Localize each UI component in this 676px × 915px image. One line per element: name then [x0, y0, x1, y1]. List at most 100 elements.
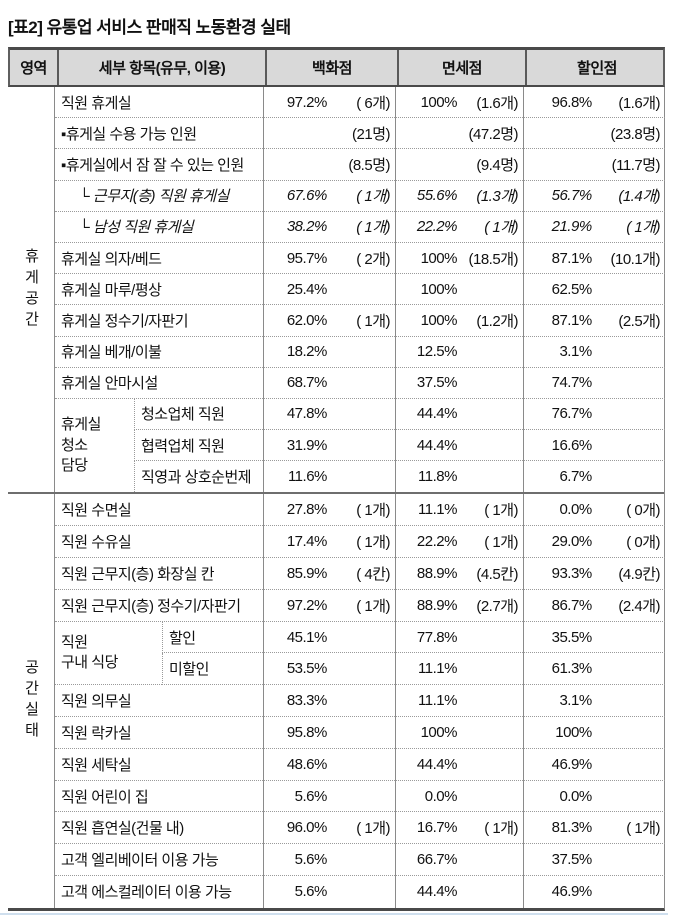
- value-cell: 62.5%: [523, 274, 665, 306]
- value-cell: 96.8% (1.6개): [523, 87, 665, 119]
- value-cell: 55.6% (1.3개): [395, 180, 523, 212]
- percent-value: 11.1%: [418, 692, 457, 710]
- value-cell: 3.1%: [523, 336, 665, 368]
- count-value: ( 2개): [356, 250, 390, 268]
- value-cell: 46.9%: [523, 748, 665, 781]
- value-cell: (21명): [263, 118, 395, 150]
- value-cell: 27.8% ( 1개): [263, 494, 395, 527]
- value-cell: 76.7%: [523, 398, 665, 431]
- count-value: ( 1개): [356, 502, 390, 520]
- count-value: (2.4개): [618, 597, 660, 615]
- count-value: ( 1개): [484, 534, 518, 552]
- value-cell: 88.9% (2.7개): [395, 589, 523, 622]
- percent-value: 44.4%: [416, 405, 458, 423]
- value-cell: 37.5%: [395, 367, 523, 399]
- value-cell: 11.1%: [395, 685, 523, 718]
- value-cell: 5.6%: [263, 844, 395, 876]
- percent-value: 44.4%: [416, 436, 458, 454]
- percent-value: 16.7%: [416, 819, 458, 837]
- percent-value: 100%: [420, 723, 458, 741]
- percent-value: 16.6%: [551, 436, 593, 454]
- percent-value: 5.6%: [294, 787, 328, 805]
- count-value: ( 0개): [626, 502, 660, 520]
- percent-value: 17.4%: [286, 533, 328, 551]
- value-cell: (9.4명): [395, 149, 523, 181]
- value-cell: 11.6%: [263, 461, 395, 493]
- count-value: ( 1개): [626, 219, 660, 237]
- row-label: 직원 휴게실: [55, 87, 263, 119]
- header-department-store: 백화점: [265, 50, 397, 85]
- value-cell: 45.1%: [263, 621, 395, 654]
- value-cell: 17.4% ( 1개): [263, 526, 395, 559]
- table-body: 휴게공간 직원 휴게실 97.2% ( 6개) 100% (1.6개) 96.8% (1.6개…: [8, 87, 665, 911]
- value-cell: 0.0%: [395, 780, 523, 813]
- percent-value: 100%: [420, 249, 458, 267]
- value-cell: 96.0% ( 1개): [263, 812, 395, 845]
- percent-value: 44.4%: [416, 883, 458, 901]
- percent-value: 88.9%: [416, 596, 458, 614]
- value-cell: 68.7%: [263, 367, 395, 399]
- header-discount-store: 할인점: [525, 50, 667, 85]
- percent-value: 5.6%: [294, 883, 328, 901]
- percent-value: 77.8%: [416, 628, 458, 646]
- value-cell: 31.9%: [263, 430, 395, 462]
- percent-value: 11.8%: [418, 468, 457, 486]
- value-cell: 25.4%: [263, 274, 395, 306]
- count-value: ( 4칸): [356, 565, 390, 583]
- count-value: ( 6개): [356, 94, 390, 112]
- value-cell: 12.5%: [395, 336, 523, 368]
- value-cell: 16.6%: [523, 430, 665, 462]
- group-label: 직원 구내 식당: [55, 622, 162, 686]
- value-cell: 83.3%: [263, 685, 395, 718]
- percent-value: 67.6%: [286, 187, 328, 205]
- percent-value: 62.5%: [551, 280, 593, 298]
- value-cell: 47.8%: [263, 398, 395, 431]
- percent-value: 53.5%: [286, 660, 328, 678]
- percent-value: 5.6%: [294, 851, 328, 869]
- percent-value: 100%: [420, 280, 458, 298]
- percent-value: 0.0%: [559, 501, 592, 519]
- count-value: (23.8명): [610, 125, 661, 143]
- percent-value: 37.5%: [416, 374, 458, 392]
- value-cell: 97.2% ( 1개): [263, 589, 395, 622]
- percent-value: 45.1%: [286, 628, 328, 646]
- sub-row-label: 할인: [162, 621, 263, 654]
- count-value: ( 1개): [356, 597, 390, 615]
- value-cell: 22.2% ( 1개): [395, 526, 523, 559]
- value-cell: (8.5명): [263, 149, 395, 181]
- table-section: 공간실태 직원 수면실 27.8% ( 1개) 11.1% ( 1개) 0.0% ( 0개) 직…: [8, 492, 665, 908]
- percent-value: 96.0%: [286, 819, 328, 837]
- value-cell: 11.1% ( 1개): [395, 494, 523, 527]
- percent-value: 22.2%: [416, 218, 458, 236]
- percent-value: 44.4%: [416, 755, 458, 773]
- value-cell: 6.7%: [523, 461, 665, 493]
- count-value: (8.5명): [348, 156, 390, 174]
- percent-value: 18.2%: [286, 343, 328, 361]
- value-cell: 44.4%: [395, 748, 523, 781]
- value-cell: 97.2% ( 6개): [263, 87, 395, 119]
- percent-value: 95.8%: [286, 723, 328, 741]
- percent-value: 47.8%: [286, 405, 328, 423]
- area-label: 휴게공간: [8, 87, 55, 493]
- count-value: ( 1개): [484, 820, 518, 838]
- count-value: (2.5개): [618, 312, 660, 330]
- value-cell: 11.1%: [395, 653, 523, 686]
- row-label: 직원 의무실: [55, 685, 263, 718]
- row-label: 직원 어린이 집: [55, 781, 263, 813]
- percent-value: 46.9%: [551, 755, 593, 773]
- percent-value: 96.8%: [551, 93, 593, 111]
- count-value: ( 1개): [484, 502, 518, 520]
- row-label: 휴게실 정수기/자판기: [55, 305, 263, 337]
- value-cell: 56.7% (1.4개): [523, 180, 665, 212]
- percent-value: 87.1%: [551, 311, 593, 329]
- value-cell: 85.9% ( 4칸): [263, 558, 395, 590]
- percent-value: 83.3%: [286, 692, 328, 710]
- value-cell: 5.6%: [263, 780, 395, 813]
- percent-value: 31.9%: [286, 436, 328, 454]
- percent-value: 66.7%: [416, 851, 458, 869]
- percent-value: 100%: [420, 311, 458, 329]
- percent-value: 0.0%: [559, 787, 592, 805]
- count-value: (1.2개): [476, 312, 518, 330]
- value-cell: 100% (18.5개): [395, 242, 523, 275]
- table-header-row: 영역 세부 항목(유무, 이용) 백화점 면세점 할인점: [8, 47, 665, 87]
